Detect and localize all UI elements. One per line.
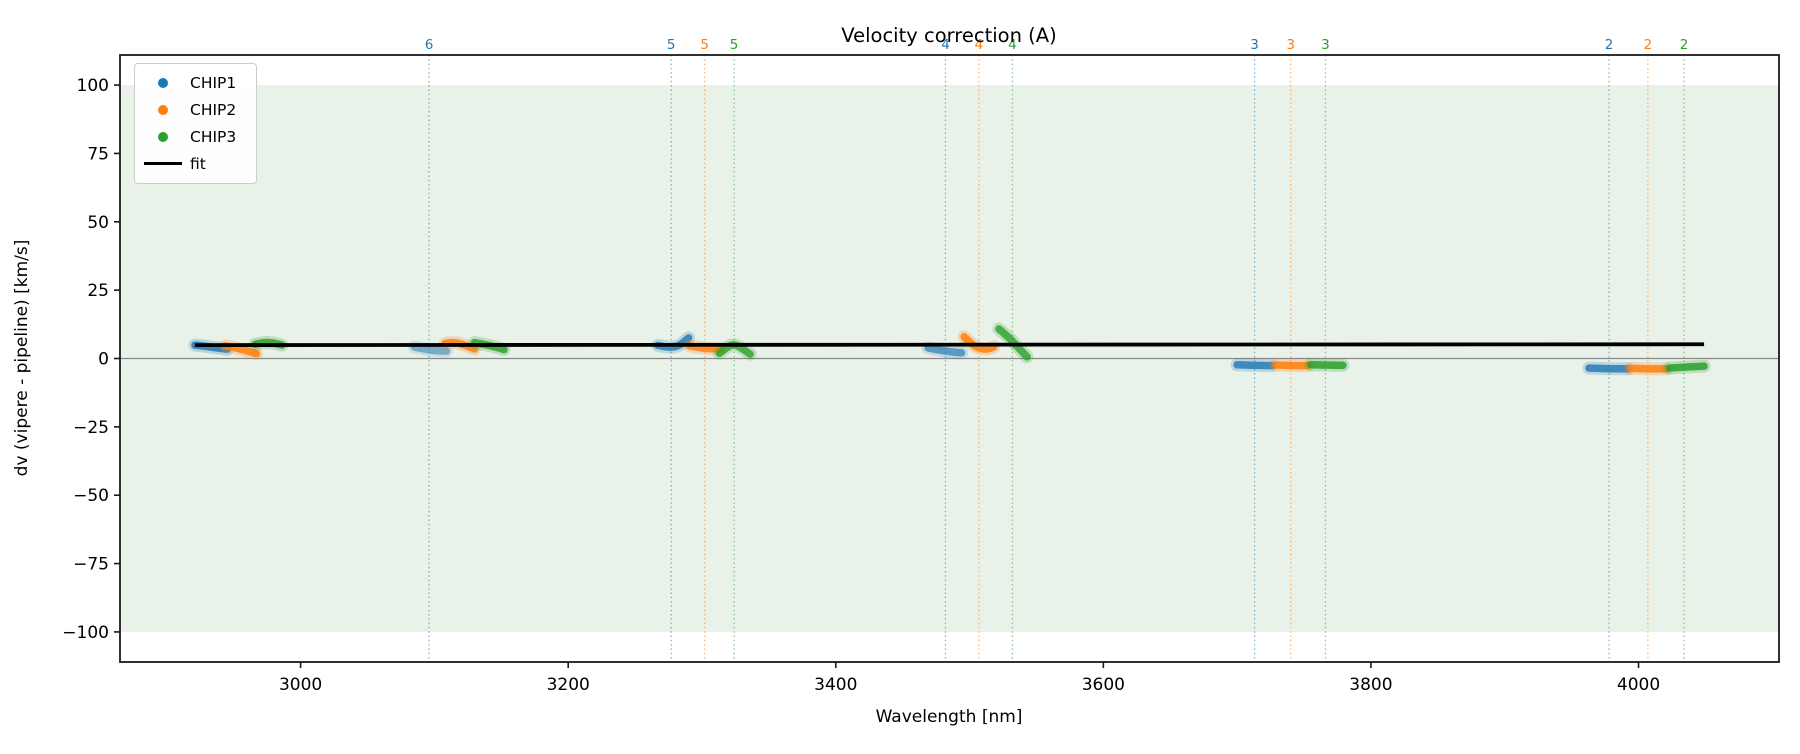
data-segment (1306, 361, 1347, 370)
x-tick-label: 3000 (279, 675, 322, 695)
order-marker-label: 3 (1286, 37, 1295, 53)
order-marker-label: 2 (1605, 37, 1614, 53)
fit-line-icon (144, 161, 182, 166)
y-tick-label: −100 (62, 623, 109, 643)
y-tick-label: 50 (87, 213, 109, 233)
x-tick-label: 3400 (814, 675, 857, 695)
legend-item-chip2: CHIP2 (143, 97, 248, 123)
order-marker-label: 6 (425, 37, 434, 53)
order-marker-label: 5 (730, 37, 739, 53)
data-segment (686, 342, 725, 353)
chip2-marker-icon (158, 105, 168, 116)
y-tick-label: 0 (98, 350, 109, 370)
legend-label: CHIP3 (190, 127, 237, 146)
y-tick-label: −75 (73, 555, 109, 575)
y-tick-label: −25 (73, 418, 109, 438)
x-tick-label: 3800 (1349, 675, 1392, 695)
chip3-marker-icon (158, 131, 168, 142)
y-axis-label: dv (vipere - pipeline) [km/s] (12, 240, 32, 477)
legend-label: CHIP1 (190, 74, 237, 93)
data-segment (1665, 362, 1708, 372)
order-marker-label: 4 (941, 37, 950, 53)
order-marker-label: 3 (1250, 37, 1259, 53)
order-marker-label: 5 (700, 37, 709, 53)
order-marker-label: 4 (1008, 37, 1017, 53)
fit-line (194, 342, 1705, 348)
data-segment (1626, 364, 1671, 373)
data-segment (221, 342, 261, 358)
y-tick-label: 100 (77, 76, 109, 96)
data-segment (1585, 364, 1632, 373)
data-segment (1272, 361, 1312, 370)
legend-item-chip3: CHIP3 (143, 124, 248, 150)
legend-label: CHIP2 (190, 101, 237, 120)
y-tick-label: −50 (73, 486, 109, 506)
legend: CHIP1 CHIP2 CHIP3 fit (134, 63, 257, 184)
order-marker-label: 3 (1321, 37, 1330, 53)
data-segment (924, 344, 966, 357)
order-marker-label: 2 (1680, 37, 1689, 53)
fit-line-layer (194, 342, 1705, 348)
legend-item-chip1: CHIP1 (143, 70, 248, 96)
chart-title: Velocity correction (A) (841, 24, 1056, 47)
x-tick-label: 3200 (547, 675, 590, 695)
legend-label: fit (190, 154, 206, 173)
y-tick-label: 75 (87, 144, 109, 164)
tick-labels-layer: 3000 3200 3400 3600 3800 4000 100 75 50 25 0 −25 −50… (62, 76, 1660, 695)
y-tick-label: 25 (87, 281, 109, 301)
x-tick-label: 4000 (1617, 675, 1660, 695)
chip1-marker-icon (158, 78, 168, 89)
x-tick-label: 3600 (1082, 675, 1125, 695)
data-segment (410, 343, 451, 355)
order-marker-label: 4 (975, 37, 984, 53)
legend-item-fit: fit (143, 151, 248, 177)
data-segment (995, 325, 1031, 361)
order-marker-label: 2 (1644, 37, 1653, 53)
order-marker-layer: 6 5 5 5 4 4 4 3 3 3 2 2 2 (425, 37, 1689, 662)
order-marker-label: 5 (667, 37, 676, 53)
x-axis-label: Wavelength [nm] (876, 707, 1023, 727)
data-segment (1233, 361, 1276, 370)
axes-layer (114, 54, 1780, 668)
